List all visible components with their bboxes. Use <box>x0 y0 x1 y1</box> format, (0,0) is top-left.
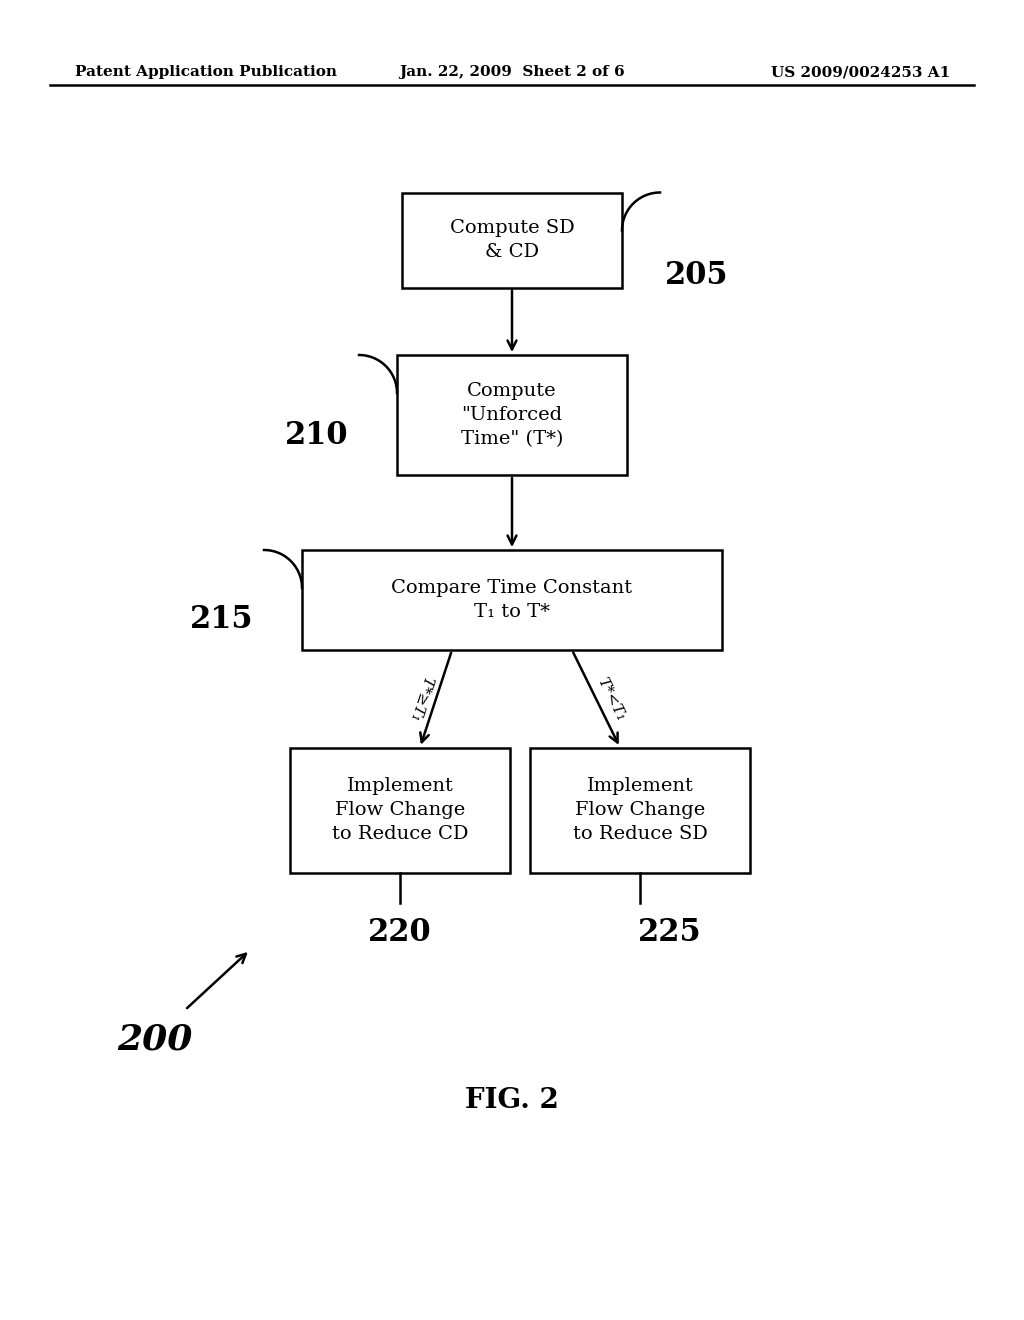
FancyBboxPatch shape <box>290 747 510 873</box>
Text: Implement
Flow Change
to Reduce CD: Implement Flow Change to Reduce CD <box>332 777 468 842</box>
Text: 205: 205 <box>666 260 729 290</box>
Text: 210: 210 <box>286 420 349 450</box>
FancyBboxPatch shape <box>397 355 627 475</box>
Text: 200: 200 <box>118 1023 193 1057</box>
FancyBboxPatch shape <box>402 193 622 288</box>
FancyBboxPatch shape <box>530 747 750 873</box>
Text: Patent Application Publication: Patent Application Publication <box>75 65 337 79</box>
Text: US 2009/0024253 A1: US 2009/0024253 A1 <box>771 65 950 79</box>
Text: T*<T₁: T*<T₁ <box>594 675 628 723</box>
Text: Jan. 22, 2009  Sheet 2 of 6: Jan. 22, 2009 Sheet 2 of 6 <box>399 65 625 79</box>
Text: Compare Time Constant
T₁ to T*: Compare Time Constant T₁ to T* <box>391 579 633 620</box>
Text: FIG. 2: FIG. 2 <box>465 1086 559 1114</box>
Text: T*≥T₁: T*≥T₁ <box>408 675 435 723</box>
Text: Implement
Flow Change
to Reduce SD: Implement Flow Change to Reduce SD <box>572 777 708 842</box>
Text: Compute
"Unforced
Time" (T*): Compute "Unforced Time" (T*) <box>461 383 563 447</box>
Text: Compute SD
& CD: Compute SD & CD <box>450 219 574 261</box>
FancyBboxPatch shape <box>302 550 722 649</box>
Text: 220: 220 <box>369 917 432 948</box>
Text: 225: 225 <box>638 917 701 948</box>
Text: 215: 215 <box>190 605 254 635</box>
